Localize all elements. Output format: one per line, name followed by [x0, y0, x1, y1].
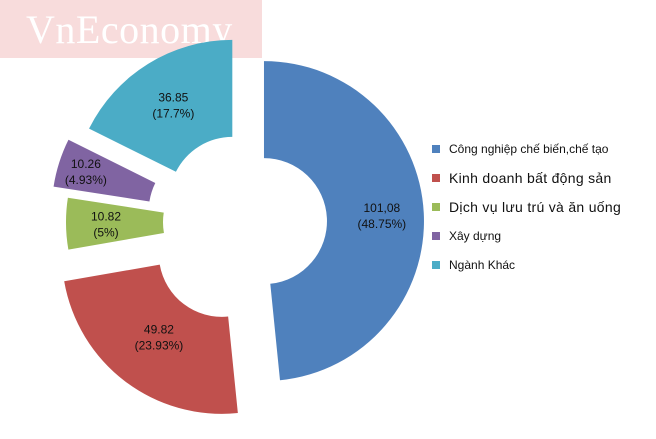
legend-swatch [432, 231, 440, 240]
legend-swatch [432, 260, 440, 269]
legend-label: Xây dựng [449, 228, 502, 243]
slice-percent-label: (5%) [93, 225, 118, 239]
watermark: VnEconomy [0, 0, 262, 58]
slice-percent-label: (48.75%) [357, 217, 406, 231]
legend-swatch [432, 202, 440, 211]
legend-swatch [432, 173, 440, 182]
donut-slice [263, 61, 424, 381]
slice-percent-label: (17.7%) [152, 107, 194, 121]
legend-item: Dịch vụ lưu trú và ăn uống [432, 192, 621, 221]
legend: Công nghiệp chế biến,chế tạo Kinh doanh … [432, 134, 621, 279]
legend-label: Ngành Khác [449, 257, 516, 272]
slice-value-label: 10.82 [91, 209, 121, 223]
legend-item: Ngành Khác [432, 250, 621, 279]
slice-value-label: 101,08 [363, 201, 400, 215]
legend-label: Công nghiệp chế biến,chế tạo [449, 141, 609, 156]
legend-label: Kinh doanh bất động sản [449, 169, 612, 186]
donut-slice [66, 197, 164, 250]
slice-percent-label: (23.93%) [135, 339, 184, 353]
slice-percent-label: (4.93%) [65, 173, 107, 187]
donut-slice [89, 39, 233, 172]
legend-swatch [432, 144, 440, 153]
slice-value-label: 36.85 [158, 91, 188, 105]
slice-value-label: 49.82 [144, 323, 174, 337]
legend-item: Kinh doanh bất động sản [432, 163, 621, 192]
slice-value-label: 10.26 [71, 157, 101, 171]
donut-slice [64, 264, 238, 414]
legend-item: Xây dựng [432, 221, 621, 250]
legend-item: Công nghiệp chế biến,chế tạo [432, 134, 621, 163]
donut-slice [53, 139, 156, 202]
legend-label: Dịch vụ lưu trú và ăn uống [449, 198, 622, 215]
